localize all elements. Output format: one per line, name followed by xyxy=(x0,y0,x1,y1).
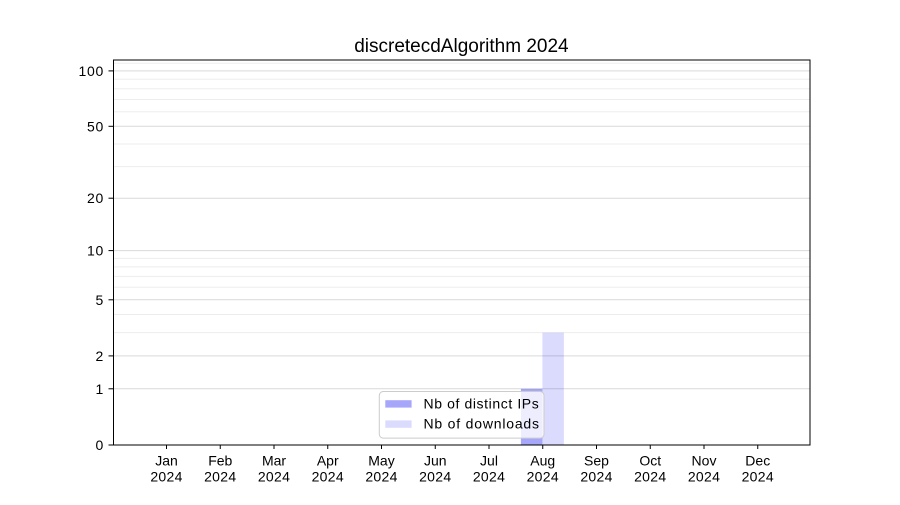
svg-text:2: 2 xyxy=(96,348,105,364)
svg-text:Dec: Dec xyxy=(745,452,770,468)
svg-text:2024: 2024 xyxy=(742,468,774,484)
svg-text:2024: 2024 xyxy=(634,468,666,484)
svg-text:2024: 2024 xyxy=(312,468,344,484)
svg-text:Jun: Jun xyxy=(424,452,447,468)
svg-text:2024: 2024 xyxy=(365,468,397,484)
svg-text:0: 0 xyxy=(96,437,105,453)
svg-text:Feb: Feb xyxy=(208,452,232,468)
svg-text:10: 10 xyxy=(87,243,104,259)
svg-text:100: 100 xyxy=(79,63,104,79)
svg-text:2024: 2024 xyxy=(580,468,612,484)
svg-text:2024: 2024 xyxy=(527,468,559,484)
svg-text:2024: 2024 xyxy=(204,468,236,484)
svg-text:Sep: Sep xyxy=(584,452,609,468)
svg-text:Aug: Aug xyxy=(530,452,555,468)
svg-text:20: 20 xyxy=(87,190,104,206)
svg-text:Jul: Jul xyxy=(480,452,498,468)
svg-text:Jan: Jan xyxy=(155,452,178,468)
svg-text:Oct: Oct xyxy=(639,452,661,468)
svg-text:50: 50 xyxy=(87,118,104,134)
svg-text:5: 5 xyxy=(96,292,105,308)
svg-text:May: May xyxy=(368,452,394,468)
svg-text:discretecdAlgorithm 2024: discretecdAlgorithm 2024 xyxy=(354,36,569,57)
svg-text:2024: 2024 xyxy=(688,468,720,484)
svg-text:2024: 2024 xyxy=(473,468,505,484)
svg-text:Apr: Apr xyxy=(317,452,339,468)
svg-text:Nb of distinct IPs: Nb of distinct IPs xyxy=(424,395,540,411)
svg-text:Nb of downloads: Nb of downloads xyxy=(424,415,540,431)
svg-text:2024: 2024 xyxy=(150,468,182,484)
svg-text:1: 1 xyxy=(96,381,105,397)
svg-text:2024: 2024 xyxy=(258,468,290,484)
svg-text:2024: 2024 xyxy=(419,468,451,484)
svg-text:Mar: Mar xyxy=(262,452,286,468)
svg-text:Nov: Nov xyxy=(692,452,717,468)
